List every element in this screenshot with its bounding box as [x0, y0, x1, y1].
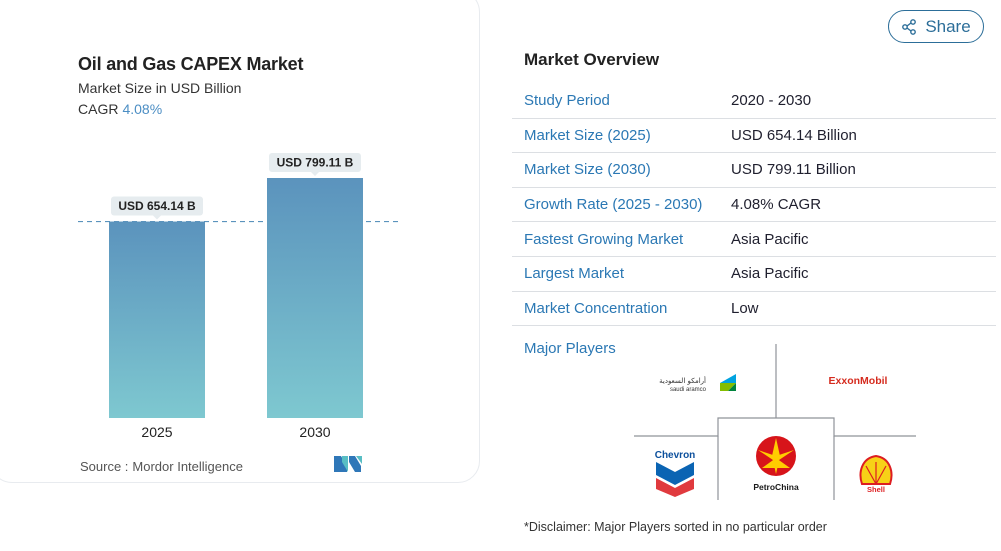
- overview-row-fastest-growing: Fastest Growing Market Asia Pacific: [512, 222, 996, 257]
- overview-value: 4.08% CAGR: [731, 196, 822, 214]
- data-label: USD 799.11 B: [277, 156, 354, 170]
- source-label: Source :: [80, 459, 129, 474]
- overview-key[interactable]: Fastest Growing Market: [524, 230, 684, 248]
- cagr-label: CAGR: [78, 101, 119, 117]
- data-label-pointer: [153, 215, 161, 220]
- svg-text:saudi aramco: saudi aramco: [670, 387, 707, 393]
- overview-row-market-size-2030: Market Size (2030) USD 799.11 Billion: [512, 153, 996, 188]
- mordor-intelligence-logo: [334, 456, 362, 472]
- overview-value: 2020 - 2030: [731, 92, 812, 110]
- chevron-logo[interactable]: Chevron: [655, 450, 696, 497]
- data-label-pointer: [311, 172, 319, 176]
- overview-key[interactable]: Largest Market: [524, 265, 625, 283]
- bar-2030[interactable]: [267, 178, 363, 418]
- svg-text:أرامكو السعودية: أرامكو السعودية: [659, 376, 706, 385]
- data-label-bg: [111, 196, 203, 216]
- overview-value: Low: [731, 299, 759, 317]
- overview-key[interactable]: Study Period: [524, 92, 610, 110]
- saudi-aramco-logo[interactable]: أرامكو السعودية saudi aramco: [659, 374, 736, 393]
- market-overview-title: Market Overview: [524, 50, 660, 69]
- category-label: 2030: [299, 424, 330, 440]
- overview-value: USD 799.11 Billion: [731, 161, 856, 179]
- overview-key[interactable]: Market Size (2025): [524, 126, 651, 144]
- exxonmobil-wordmark: ExxonMobil: [829, 375, 888, 387]
- overview-row-study-period: Study Period 2020 - 2030: [512, 84, 996, 119]
- source-name: Mordor Intelligence: [132, 459, 243, 474]
- shell-logo[interactable]: Shell: [859, 454, 893, 494]
- share-label: Share: [925, 16, 971, 36]
- petrochina-logo[interactable]: PetroChina: [753, 436, 799, 492]
- overview-value: Asia Pacific: [731, 230, 809, 248]
- overview-row-growth-rate: Growth Rate (2025 - 2030) 4.08% CAGR: [512, 188, 996, 223]
- chart-card: [0, 0, 480, 483]
- chart-cagr: CAGR 4.08%: [78, 101, 162, 117]
- overview-key[interactable]: Market Concentration: [524, 299, 668, 317]
- overview-row-largest-market: Largest Market Asia Pacific: [512, 257, 996, 292]
- chart-title: Oil and Gas CAPEX Market: [78, 54, 304, 74]
- overview-value: Asia Pacific: [731, 265, 809, 283]
- overview-key[interactable]: Growth Rate (2025 - 2030): [524, 196, 703, 214]
- svg-text:PetroChina: PetroChina: [753, 482, 799, 492]
- major-players-label[interactable]: Major Players: [524, 340, 616, 357]
- svg-text:Shell: Shell: [867, 485, 885, 494]
- exxonmobil-logo[interactable]: ExxonMobil: [829, 375, 888, 387]
- data-label: USD 654.14 B: [118, 199, 196, 213]
- overview-value: USD 654.14 Billion: [731, 126, 857, 144]
- share-icon: [902, 18, 917, 35]
- svg-text:Chevron: Chevron: [655, 450, 696, 461]
- overview-row-market-size-2025: Market Size (2025) USD 654.14 Billion: [512, 119, 996, 154]
- share-button[interactable]: Share: [888, 10, 984, 43]
- bar-chart: USD 654.14 B 2025 USD 799.11 B 2030: [78, 153, 398, 440]
- cagr-value: 4.08%: [122, 101, 163, 117]
- overview-key[interactable]: Market Size (2030): [524, 161, 651, 179]
- bar-2025[interactable]: [109, 221, 205, 418]
- overview-row-concentration: Market Concentration Low: [512, 292, 996, 327]
- market-overview-table: Study Period 2020 - 2030 Market Size (20…: [512, 84, 996, 327]
- category-label: 2025: [141, 424, 172, 440]
- chart-subtitle: Market Size in USD Billion: [78, 80, 242, 96]
- source: Source : Mordor Intelligence: [80, 459, 243, 474]
- disclaimer: *Disclaimer: Major Players sorted in no …: [524, 520, 827, 534]
- data-label-bg: [269, 153, 361, 172]
